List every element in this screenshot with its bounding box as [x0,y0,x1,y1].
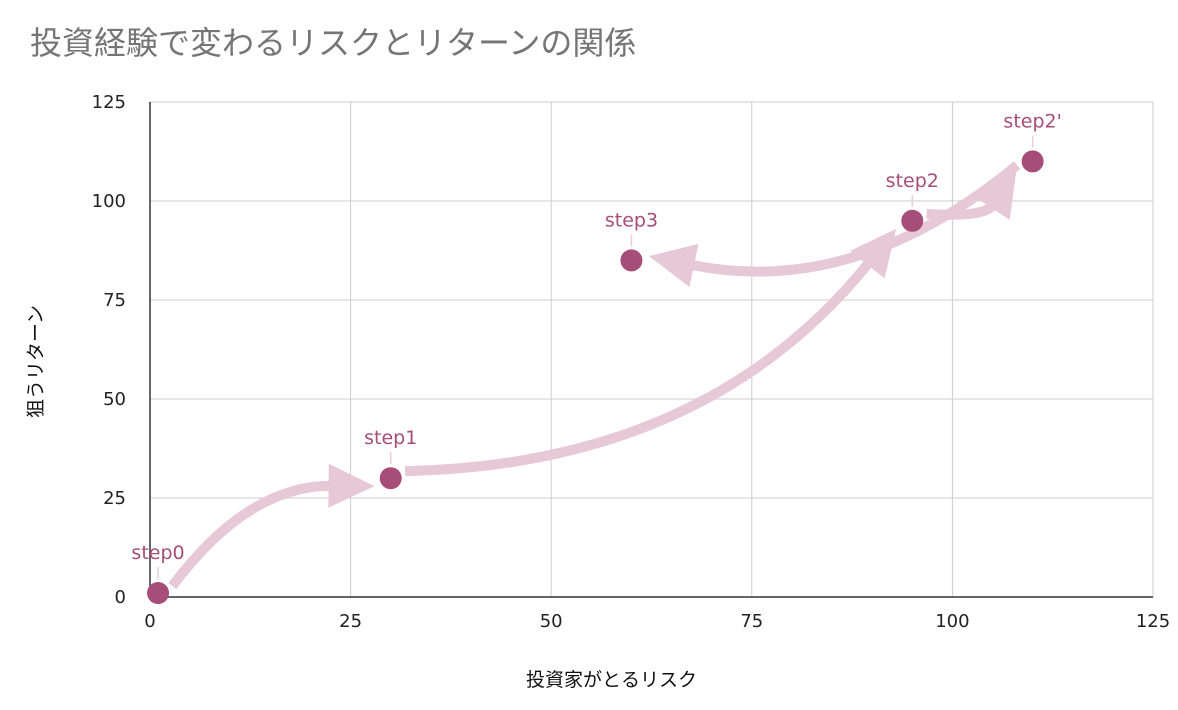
chart-title: 投資経験で変わるリスクとリターンの関係 [30,24,637,62]
data-label: step3 [605,209,658,231]
y-tick-label: 125 [92,92,126,113]
arrow-shaft [404,258,874,477]
arrow-shaft [168,480,333,589]
arrow-shaft [689,161,1021,277]
data-label: step0 [131,542,184,564]
y-tick-label: 0 [115,587,126,608]
x-tick-label: 50 [540,611,563,632]
x-tick-label: 0 [144,611,155,632]
data-point [379,467,402,490]
data-point [901,209,924,232]
y-tick-label: 100 [92,191,126,212]
data-points [147,150,1044,605]
arrow-head [328,463,375,508]
y-tick-label: 75 [103,290,126,311]
data-point [1021,150,1044,173]
data-label: step1 [364,427,417,449]
point-labels: step0 step1 step2 step2' step3 [131,110,1062,580]
x-tick-label: 75 [740,611,763,632]
x-tick-label: 100 [935,611,969,632]
y-tick-label: 25 [103,488,126,509]
arrows [168,161,1021,589]
x-tick-label: 125 [1136,611,1170,632]
arrow-head [648,243,699,287]
x-axis-title: 投資家がとるリスク [526,669,697,691]
data-point [147,582,170,605]
axes: 0 25 50 75 100 125 0 25 50 75 100 125 [92,92,1171,632]
data-label: step2' [1003,110,1061,132]
arrow-head [972,169,1017,220]
data-point [620,249,643,272]
data-label: step2 [886,170,939,192]
y-axis-title: 狙うリターン [25,305,47,418]
y-tick-label: 50 [103,389,126,410]
x-tick-label: 25 [339,611,362,632]
